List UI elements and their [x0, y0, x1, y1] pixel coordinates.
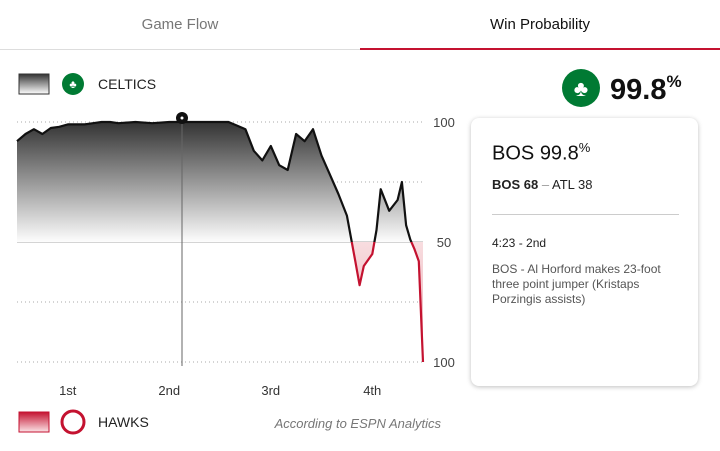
play-time: 4:23 - 2nd — [492, 236, 547, 250]
x-tick-label: 4th — [363, 383, 381, 398]
win-line — [16, 120, 425, 363]
y-tick-label: 100 — [433, 355, 455, 370]
x-tick-label: 1st — [59, 383, 77, 398]
card-pct: BOS 99.8% — [492, 140, 591, 165]
legend-swatch — [18, 411, 50, 433]
play-card: BOS 99.8% BOS 68 – ATL 38 4:23 - 2nd BOS… — [471, 118, 698, 386]
team-logo — [562, 69, 600, 107]
hover-dot-inner — [180, 116, 184, 120]
y-tick-label: 100 — [433, 115, 455, 130]
team-name: CELTICS — [98, 76, 156, 92]
logo-icon: ♣ — [574, 76, 588, 101]
legend-swatch — [18, 73, 50, 95]
headline-pct: 99.8% — [610, 72, 682, 106]
divider — [492, 214, 679, 215]
tab[interactable]: Win Probability — [360, 0, 720, 50]
area — [17, 122, 423, 362]
tab[interactable]: Game Flow — [0, 0, 360, 50]
play-text: BOS - Al Horford makes 23-foot three poi… — [492, 262, 661, 306]
team-logo — [60, 409, 86, 435]
team-logo — [62, 73, 84, 95]
source-note: According to ESPN Analytics — [274, 416, 442, 431]
team-name: HAWKS — [98, 414, 149, 430]
score: BOS 68 – ATL 38 — [492, 177, 593, 192]
logo-icon: ♣ — [69, 79, 76, 91]
y-tick-label: 50 — [437, 235, 451, 250]
x-tick-label: 3rd — [261, 383, 280, 398]
x-tick-label: 2nd — [158, 383, 180, 398]
